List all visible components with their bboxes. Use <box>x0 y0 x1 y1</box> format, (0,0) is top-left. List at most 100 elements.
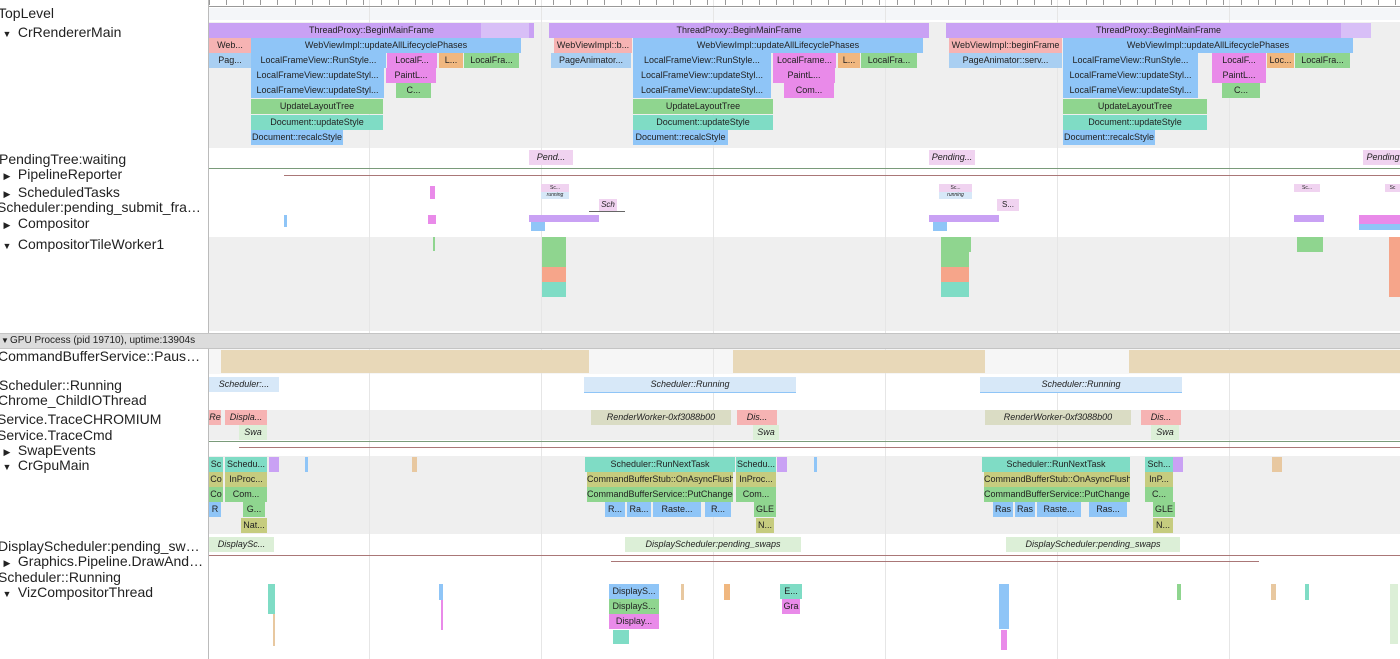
trace-slice[interactable]: Scheduler::Running <box>584 377 796 392</box>
trace-slice[interactable]: Sc <box>209 457 223 472</box>
trace-slice[interactable]: Display... <box>609 614 659 629</box>
trace-slice[interactable]: LocalF... <box>387 53 437 68</box>
trace-slice[interactable] <box>941 237 971 252</box>
trace-slice[interactable]: Schedu... <box>225 457 267 472</box>
trace-slice[interactable]: PageAnimator::serv... <box>949 53 1062 68</box>
trace-slice[interactable]: DisplayS... <box>609 599 659 614</box>
trace-slice[interactable]: Ras <box>1015 502 1035 517</box>
trace-slice[interactable] <box>542 252 566 267</box>
trace-slice[interactable]: Co <box>209 487 223 502</box>
trace-slice[interactable]: Pending... <box>929 150 975 165</box>
trace-slice[interactable]: Com... <box>784 83 834 98</box>
trace-slice[interactable] <box>1177 584 1181 600</box>
trace-slice[interactable] <box>613 630 629 644</box>
trace-slice[interactable] <box>305 457 308 472</box>
trace-slice[interactable] <box>221 350 589 373</box>
trace-slice[interactable]: R... <box>605 502 625 517</box>
trace-slice[interactable]: Scheduler:... <box>209 377 279 392</box>
trace-slice[interactable]: WebViewImpl::beginFrame <box>949 38 1062 53</box>
trace-slice[interactable]: E... <box>780 584 802 599</box>
trace-slice[interactable] <box>1001 630 1007 650</box>
trace-slice[interactable]: InProc... <box>736 472 776 487</box>
trace-slice[interactable]: S... <box>997 199 1019 211</box>
trace-slice[interactable] <box>273 614 275 646</box>
trace-slice[interactable]: N... <box>1153 518 1173 533</box>
row-label-crgpumain[interactable]: ▼ CrGpuMain <box>0 457 206 475</box>
trace-slice[interactable] <box>1305 584 1309 600</box>
row-label-compositor[interactable]: ▶ Compositor <box>0 215 206 233</box>
trace-slice[interactable]: InP... <box>1145 472 1173 487</box>
trace-slice[interactable] <box>1173 457 1183 472</box>
row-label-compositortileworker1[interactable]: ▼ CompositorTileWorker1 <box>0 236 206 254</box>
trace-slice[interactable]: ThreadProxy::BeginMainFrame <box>946 23 1371 38</box>
expand-triangle-down-icon[interactable]: ▼ <box>2 241 12 251</box>
row-label-swapevents[interactable]: ▶ SwapEvents <box>0 442 206 460</box>
trace-slice[interactable] <box>481 23 529 38</box>
trace-slice[interactable]: LocalFrameView::updateStyl... <box>1063 83 1198 98</box>
trace-slice[interactable] <box>269 457 279 472</box>
trace-slice[interactable]: DisplaySc... <box>209 537 274 552</box>
trace-slice[interactable]: running <box>939 192 972 199</box>
row-label-crrenderermain[interactable]: ▼ CrRendererMain <box>0 24 206 42</box>
trace-slice[interactable]: Dis... <box>737 410 777 425</box>
trace-slice[interactable]: LocalFra... <box>1295 53 1350 68</box>
trace-slice[interactable]: LocalFrame... <box>773 53 836 68</box>
trace-slice[interactable] <box>999 584 1009 629</box>
trace-slice[interactable] <box>814 457 817 472</box>
trace-slice[interactable] <box>542 237 566 252</box>
trace-slice[interactable] <box>1129 350 1400 373</box>
trace-slice[interactable] <box>433 237 435 251</box>
trace-slice[interactable]: LocalFra... <box>861 53 917 68</box>
trace-slice[interactable]: CommandBufferStub::OnAsyncFlush <box>587 472 733 487</box>
trace-slice[interactable] <box>941 282 969 297</box>
trace-slice[interactable]: Swa <box>753 425 779 440</box>
trace-slice[interactable]: Co <box>209 472 223 487</box>
trace-slice[interactable]: Gra <box>782 599 800 614</box>
trace-slice[interactable]: CommandBufferService::PutChanged <box>587 487 733 502</box>
trace-slice[interactable]: Pend... <box>529 150 573 165</box>
gpu-process-header[interactable]: ▼GPU Process (pid 19710), uptime:13904s <box>0 333 1400 349</box>
trace-slice[interactable]: LocalFrameView::updateStyl... <box>251 68 384 83</box>
trace-slice[interactable] <box>941 267 969 282</box>
trace-slice[interactable] <box>1271 584 1276 600</box>
trace-slice[interactable]: UpdateLayoutTree <box>1063 99 1207 114</box>
trace-slice[interactable] <box>1359 215 1400 224</box>
trace-slice[interactable]: Document::updateStyle <box>633 115 773 130</box>
trace-slice[interactable]: Scheduler::Running <box>980 377 1182 392</box>
trace-slice[interactable] <box>929 215 999 222</box>
trace-slice[interactable] <box>1297 237 1323 252</box>
trace-slice[interactable]: LocalFrameView::RunStyle... <box>633 53 771 68</box>
expand-triangle-right-icon[interactable]: ▶ <box>3 171 11 181</box>
trace-slice[interactable]: UpdateLayoutTree <box>251 99 383 114</box>
trace-slice[interactable] <box>681 584 684 600</box>
trace-slice[interactable] <box>542 267 566 282</box>
row-label-pipelinereporter[interactable]: ▶ PipelineReporter <box>0 166 206 184</box>
trace-slice[interactable]: Document::updateStyle <box>251 115 383 130</box>
trace-slice[interactable] <box>268 584 275 614</box>
trace-slice[interactable]: InProc... <box>225 472 267 487</box>
trace-slice[interactable] <box>412 457 417 472</box>
trace-slice[interactable]: WebViewImpl::updateAllLifecyclePhases <box>1063 38 1353 53</box>
trace-slice[interactable]: LocalFrameView::RunStyle... <box>251 53 386 68</box>
trace-slice[interactable] <box>1272 457 1282 472</box>
trace-slice[interactable]: C... <box>1145 487 1173 502</box>
collapse-triangle-icon[interactable]: ▼ <box>1 336 9 345</box>
trace-slice[interactable]: GLE <box>754 502 776 517</box>
trace-slice[interactable]: Ras... <box>1089 502 1127 517</box>
trace-slice[interactable]: L... <box>838 53 860 68</box>
trace-slice[interactable]: DisplayScheduler:pending_swaps <box>1006 537 1180 552</box>
trace-slice[interactable]: Schedu... <box>736 457 776 472</box>
trace-slice[interactable] <box>529 215 599 222</box>
row-label-vizcompositorthread[interactable]: ▼ VizCompositorThread <box>0 584 206 602</box>
trace-slice[interactable] <box>733 350 985 373</box>
trace-slice[interactable] <box>284 215 287 227</box>
trace-slice[interactable]: Web... <box>209 38 251 53</box>
trace-slice[interactable] <box>531 222 545 231</box>
trace-slice[interactable]: ThreadProxy::BeginMainFrame <box>209 23 534 38</box>
trace-slice[interactable]: Loc... <box>1267 53 1294 68</box>
time-ruler[interactable] <box>209 0 1400 7</box>
trace-slice[interactable]: Swa <box>1151 425 1179 440</box>
trace-slice[interactable] <box>542 282 566 297</box>
trace-slice[interactable]: PaintL... <box>1212 68 1266 83</box>
trace-slice[interactable]: Scheduler::RunNextTask <box>585 457 735 472</box>
